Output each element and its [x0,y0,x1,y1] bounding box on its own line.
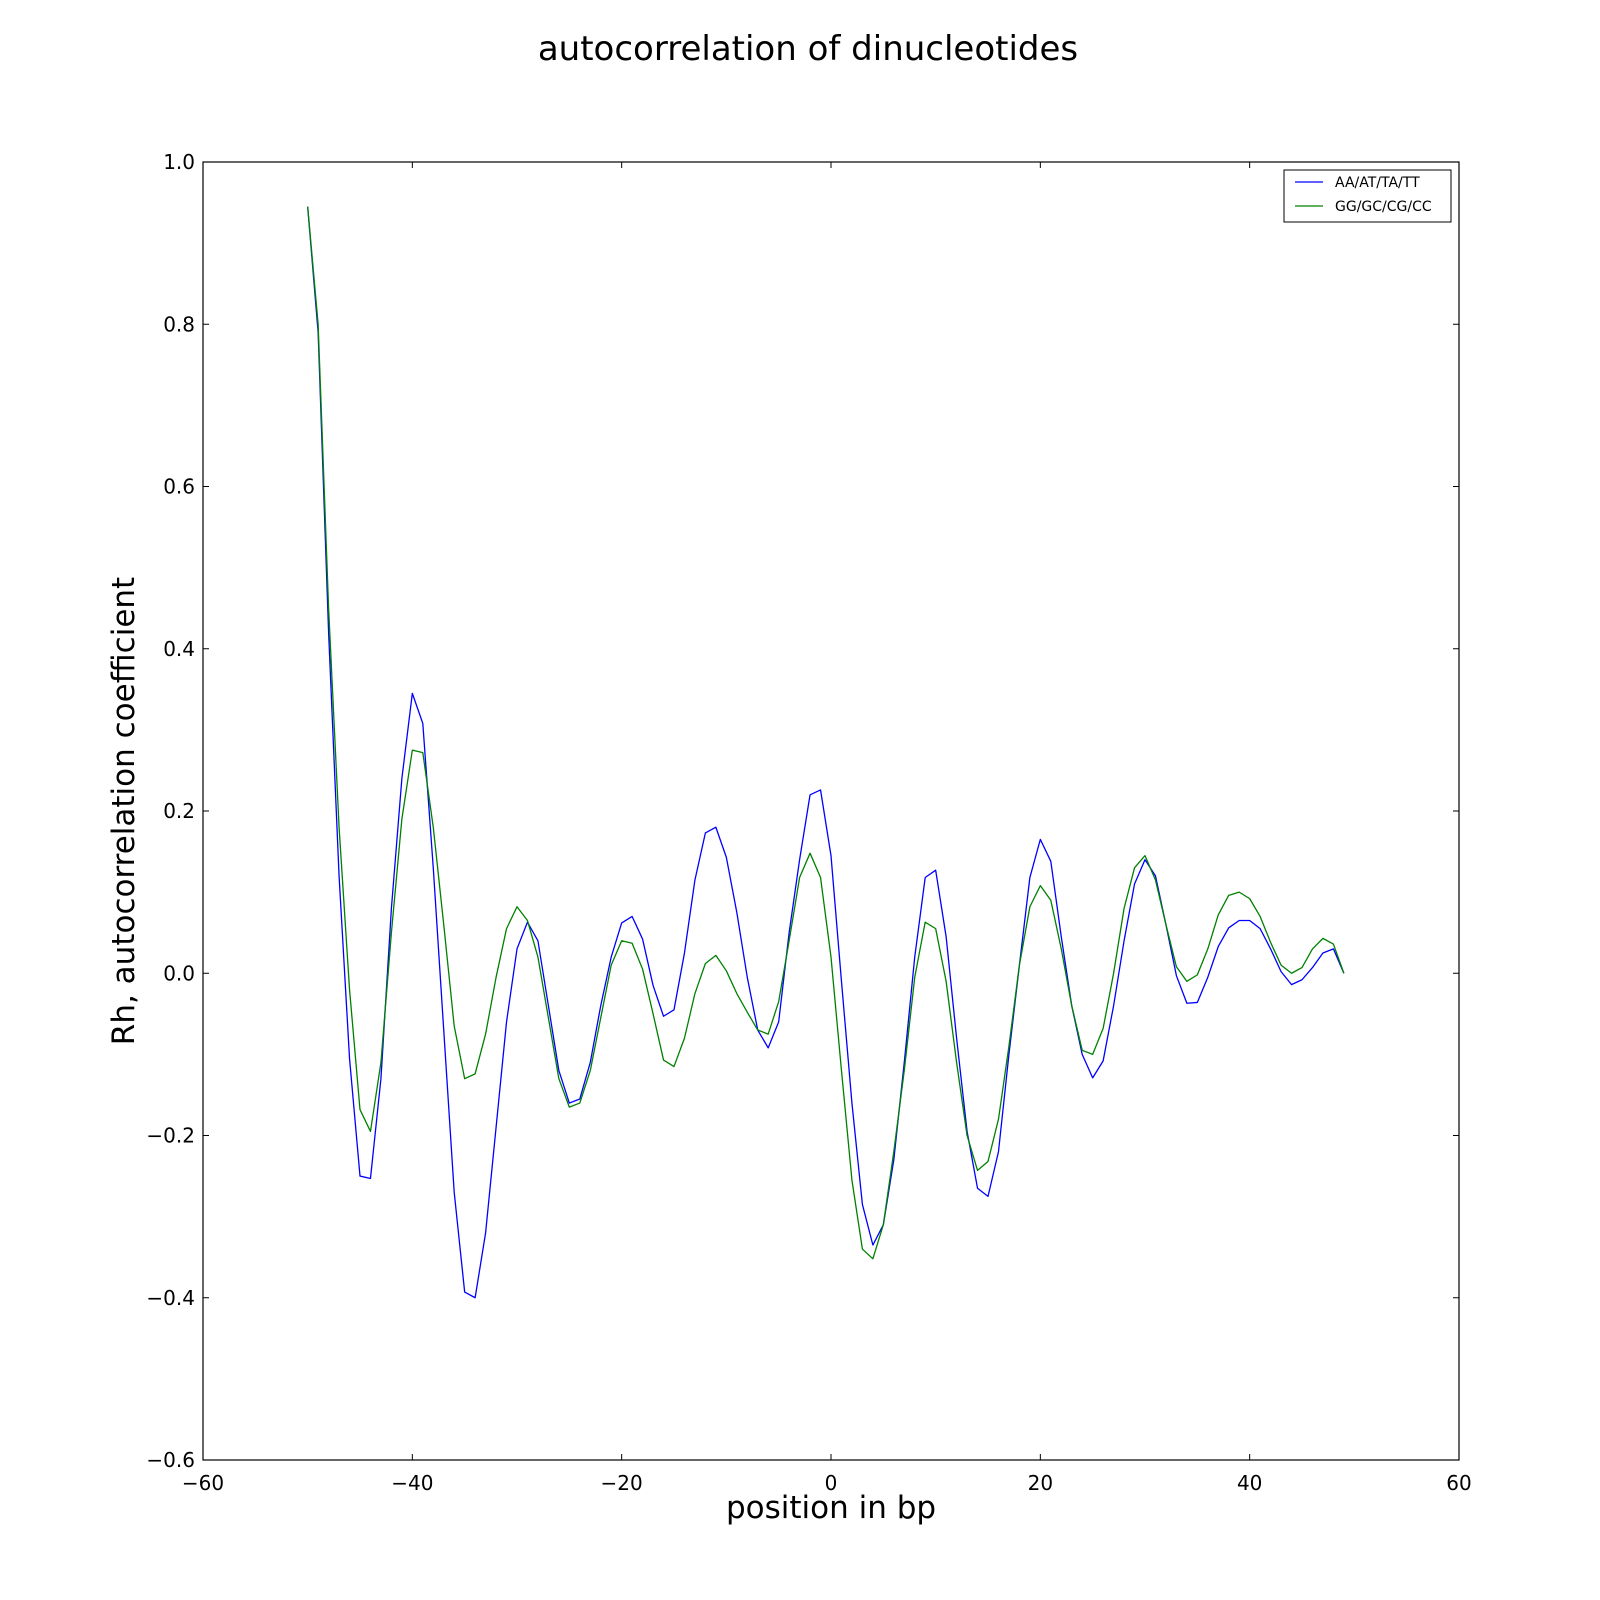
x-tick-label: 60 [1446,1471,1471,1495]
x-tick-label: −40 [391,1471,433,1495]
x-tick-label: 0 [825,1471,838,1495]
y-tick-label: −0.2 [146,1124,195,1148]
chart-title: autocorrelation of dinucleotides [538,29,1078,69]
x-tick-label: 20 [1028,1471,1053,1495]
legend-label-aa-at-ta-tt: AA/AT/TA/TT [1335,175,1420,191]
y-tick-label: 0.8 [163,312,195,336]
y-axis-ticks: −0.6 −0.4 −0.2 0.0 0.2 0.4 0.6 0.8 1.0 [146,150,1459,1472]
y-axis-label: Rh, autocorrelation coefficient [106,577,142,1045]
plot-area: −60 −40 −20 0 20 40 60 −0.6 −0.4 −0.2 0.0 0.2 0.4 0.… [146,150,1471,1495]
series-layer [307,206,1345,1299]
y-tick-label: 0.4 [163,637,195,661]
legend-box [1283,169,1452,223]
x-tick-label: 40 [1237,1471,1262,1495]
plot-frame [203,162,1459,1460]
y-tick-label: 1.0 [163,150,195,174]
y-tick-label: −0.6 [146,1448,195,1472]
y-tick-label: −0.4 [146,1286,195,1310]
series-line-gg-gc-cg-cc [307,206,1345,1260]
x-tick-label: −20 [601,1471,643,1495]
x-axis-label: position in bp [726,1490,936,1526]
x-axis-ticks: −60 −40 −20 0 20 40 60 [182,162,1472,1495]
y-tick-label: 0.6 [163,475,195,499]
series-line-aa-at-ta-tt [307,206,1345,1299]
legend-label-gg-gc-cg-cc: GG/GC/CG/CC [1335,199,1432,215]
legend: AA/AT/TA/TT GG/GC/CG/CC [1283,169,1452,223]
y-tick-label: 0.0 [163,961,195,985]
x-tick-label: −60 [182,1471,224,1495]
y-tick-label: 0.2 [163,799,195,823]
